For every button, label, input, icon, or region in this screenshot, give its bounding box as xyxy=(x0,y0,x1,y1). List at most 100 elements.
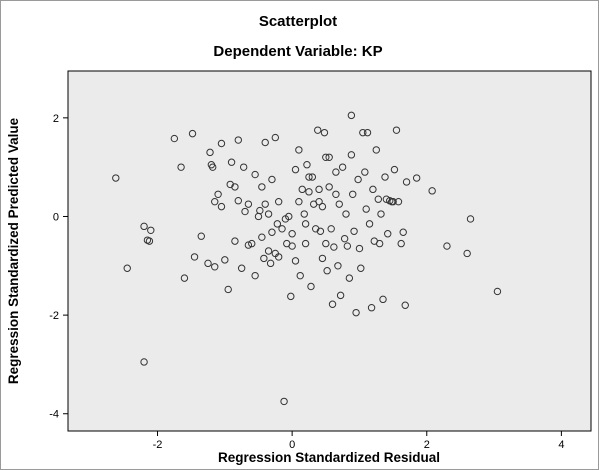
scatter-point xyxy=(204,259,212,268)
scatter-point xyxy=(349,190,357,198)
scatter-point xyxy=(377,210,385,218)
y-axis-label: Regression Standardized Predicted Value xyxy=(6,117,21,384)
scatter-point xyxy=(318,254,327,263)
scatter-point xyxy=(338,163,347,171)
scatter-point xyxy=(231,183,239,191)
scatter-point xyxy=(261,138,269,147)
scatter-point xyxy=(305,188,313,196)
scatter-point xyxy=(274,253,283,261)
scatter-point xyxy=(190,253,199,261)
scatter-point xyxy=(258,233,266,241)
scatter-point xyxy=(241,207,249,216)
scatter-point xyxy=(188,129,197,138)
scatter-point xyxy=(394,197,403,206)
scatter-point xyxy=(209,163,217,171)
x-tick-label: 0 xyxy=(289,439,295,451)
scatter-point xyxy=(332,168,340,176)
scatter-point xyxy=(211,263,219,271)
scatter-point xyxy=(273,220,282,228)
scatter-point xyxy=(362,205,370,213)
scatter-point xyxy=(350,227,358,235)
scatter-point xyxy=(359,128,367,137)
scatter-point xyxy=(365,220,374,228)
scatter-point xyxy=(318,202,327,211)
scatter-point xyxy=(287,292,295,301)
scatter-point xyxy=(300,210,308,218)
scatter-point xyxy=(343,242,352,250)
scatter-point xyxy=(372,146,380,154)
scatter-point xyxy=(332,190,340,198)
scatter-point xyxy=(315,185,323,194)
scatter-point xyxy=(355,244,364,253)
scatter-point xyxy=(402,178,411,186)
scatter-point xyxy=(354,175,362,184)
scatter-point xyxy=(271,133,280,142)
scatter-point xyxy=(357,264,365,272)
scatter-point xyxy=(493,287,502,296)
plot-area xyxy=(67,70,592,432)
scatter-point xyxy=(305,173,313,181)
scatter-point xyxy=(389,197,397,206)
scatter-point xyxy=(295,197,303,206)
scatter-point xyxy=(298,185,306,194)
scatter-point xyxy=(231,237,239,245)
scatter-point xyxy=(412,174,421,182)
scatter-point xyxy=(301,220,310,228)
scatter-point xyxy=(384,230,392,238)
scatter-point xyxy=(264,247,273,255)
scatter-point xyxy=(392,126,401,134)
scatter-point xyxy=(285,212,293,221)
x-axis-label: Regression Standardized Residual xyxy=(218,450,440,465)
chart-subtitle: Dependent Variable: KP xyxy=(213,43,382,60)
scatter-point xyxy=(323,267,331,275)
scatter-point xyxy=(244,200,253,208)
scatter-point xyxy=(399,228,407,236)
scatter-point xyxy=(227,158,236,166)
scatter-point xyxy=(369,185,377,194)
x-tick-label: 4 xyxy=(558,439,564,451)
scatter-point xyxy=(379,295,387,304)
scatter-point xyxy=(328,300,337,308)
scatter-point xyxy=(214,190,222,198)
scatter-point xyxy=(278,225,286,233)
scatter-point xyxy=(443,242,451,250)
scatter-point xyxy=(266,259,275,268)
scatter-point xyxy=(258,183,266,191)
scatter-point xyxy=(347,151,356,159)
scatter-point xyxy=(261,200,269,208)
scatter-point xyxy=(147,226,155,234)
scatter-point xyxy=(237,264,246,272)
scatter-point xyxy=(347,111,356,120)
scatter-point xyxy=(239,163,248,171)
y-tick-label: -4 xyxy=(49,409,59,421)
scatter-point xyxy=(280,397,288,406)
scatter-point xyxy=(401,301,409,309)
scatter-point xyxy=(251,170,259,179)
scatter-point xyxy=(330,243,338,251)
scatter-point xyxy=(340,234,349,243)
scatter-point xyxy=(234,136,242,144)
scatter-point xyxy=(303,160,311,169)
scatter-point xyxy=(325,153,333,162)
scatter-point xyxy=(320,128,329,137)
scatter-point xyxy=(123,264,131,272)
scatter-point xyxy=(301,239,310,248)
scatter-point xyxy=(345,274,354,282)
y-tick-label: -2 xyxy=(49,310,59,322)
scatter-point xyxy=(140,222,148,231)
scatter-point xyxy=(145,237,154,245)
scatter-point xyxy=(352,308,360,317)
scatter-point xyxy=(221,256,229,264)
scatter-point xyxy=(248,239,256,248)
scatter-point xyxy=(140,358,148,366)
scatter-point xyxy=(170,134,179,143)
scatter-point xyxy=(224,285,232,294)
scatter-point xyxy=(288,242,296,250)
scatter-point xyxy=(291,165,300,174)
chart-title: Scatterplot xyxy=(259,13,337,30)
axis-ticks: -2 0 2 4 2 0 -2 -4 xyxy=(49,113,564,451)
scatter-point xyxy=(288,230,296,238)
scatter-point xyxy=(307,282,315,291)
